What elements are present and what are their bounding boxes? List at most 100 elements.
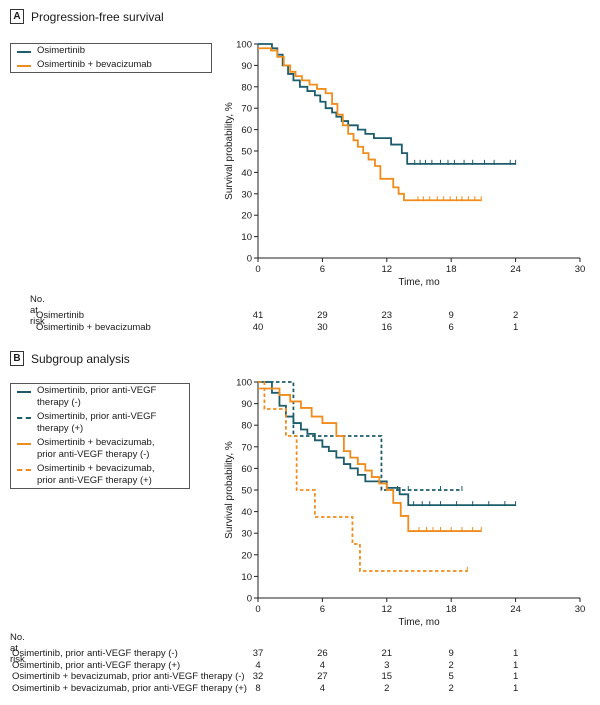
panel-b-y-tick-label: 10 <box>241 572 252 583</box>
risk-row-value: 1 <box>512 682 519 694</box>
risk-row-label: Osimertinib + bevacizumab, prior anti-VE… <box>12 671 245 682</box>
legend-item-osimertinib: Osimertinib <box>11 44 211 58</box>
risk-row-label: Osimertinib <box>36 310 85 321</box>
risk-row-value: 15 <box>381 671 393 682</box>
risk-row-value: 21 <box>381 648 393 659</box>
legend-swatch <box>17 65 31 67</box>
panel-b-y-tick-label: 80 <box>241 421 252 432</box>
panel-b-y-tick-label: 100 <box>236 378 252 389</box>
risk-row-value: 41 <box>252 310 264 321</box>
panel-b-series-1-line <box>258 381 462 491</box>
panel-a-y-tick-label: 100 <box>236 40 252 51</box>
panel-a-letter: A <box>10 9 24 24</box>
risk-row-value: 1 <box>512 659 519 671</box>
legend-swatch <box>17 391 31 393</box>
risk-row-value: 29 <box>317 310 328 321</box>
risk-row-label: Osimertinib, prior anti-VEGF therapy (+) <box>12 659 181 671</box>
panel-a-y-tick-label: 50 <box>241 147 252 158</box>
legend-label: Osimertinib <box>37 45 86 56</box>
panel-a-x-tick-label: 0 <box>255 264 260 275</box>
risk-row-value: 1 <box>512 671 519 682</box>
risk-row-value: 40 <box>252 321 264 333</box>
panel-b-y-tick-label: 0 <box>247 594 252 605</box>
panel-a-y-tick-label: 40 <box>241 168 252 179</box>
legend-label: Osimertinib, prior anti-VEGF therapy (-) <box>37 385 157 408</box>
risk-row-value: 4 <box>255 659 261 671</box>
panel-b-series-2-line <box>258 387 482 532</box>
panel-b-y-tick-label: 90 <box>241 399 252 410</box>
risk-row-value: 1 <box>512 321 519 333</box>
panel-b-title: Subgroup analysis <box>31 351 130 366</box>
legend-item-osi-pos: Osimertinib, prior anti-VEGF therapy (+) <box>11 410 189 436</box>
panel-a-title: Progression-free survival <box>31 9 164 24</box>
risk-row-value: 30 <box>317 321 328 333</box>
panel-a-series-0-line <box>258 43 516 165</box>
legend-label: Osimertinib + bevacizumab <box>37 59 152 70</box>
risk-row-value: 23 <box>381 310 393 321</box>
panel-b-x-tick-label: 30 <box>575 604 586 615</box>
legend-label: Osimertinib + bevacizumab, prior anti-VE… <box>37 463 155 486</box>
panel-a-header: A Progression-free survival <box>10 9 164 24</box>
panel-b-x-tick-label: 0 <box>255 604 260 615</box>
risk-table-title: No. at risk <box>10 632 25 665</box>
panel-a-x-tick-label: 6 <box>320 264 325 275</box>
panel-b-letter: B <box>10 351 24 366</box>
risk-row-value: 6 <box>448 321 454 333</box>
risk-row-value: 2 <box>448 682 454 694</box>
panel-a-y-tick-label: 80 <box>241 82 252 93</box>
legend-swatch <box>17 443 31 445</box>
panel-a-y-tick-label: 10 <box>241 232 252 243</box>
legend-swatch <box>17 51 31 53</box>
risk-row-label: Osimertinib, prior anti-VEGF therapy (-) <box>12 648 178 659</box>
risk-row-value: 2 <box>384 682 390 694</box>
panel-b-y-tick-label: 60 <box>241 464 252 475</box>
risk-row-value: 2 <box>512 310 519 321</box>
risk-row-value: 32 <box>252 671 264 682</box>
panel-a-x-tick-label: 12 <box>382 264 393 275</box>
risk-row-value: 1 <box>512 648 519 659</box>
panel-b-x-axis-label: Time, mo <box>398 617 440 628</box>
risk-row-value: 4 <box>319 682 326 694</box>
panel-b-x-tick-label: 12 <box>382 604 393 615</box>
risk-row-value: 26 <box>317 648 328 659</box>
panel-b-x-tick-label: 6 <box>320 604 325 615</box>
panel-b-y-axis-label: Survival probability, % <box>224 441 235 539</box>
risk-row-value: 4 <box>319 659 326 671</box>
panel-b-y-tick-label: 20 <box>241 550 252 561</box>
risk-row-value: 2 <box>448 659 454 671</box>
risk-row-label: Osimertinib + bevacizumab, prior anti-VE… <box>12 682 247 694</box>
panel-b-y-tick-label: 70 <box>241 442 252 453</box>
panel-a-y-tick-label: 60 <box>241 125 252 136</box>
panel-a-series-1-line <box>258 47 482 202</box>
risk-row-value: 5 <box>448 671 454 682</box>
legend-item-osi-neg: Osimertinib, prior anti-VEGF therapy (-) <box>11 384 189 410</box>
panel-a-x-axis-label: Time, mo <box>398 277 440 288</box>
risk-row-value: 27 <box>317 671 328 682</box>
panel-a-y-tick-label: 0 <box>247 254 252 265</box>
panel-a-x-tick-label: 24 <box>510 264 521 275</box>
panel-b-series-0-line <box>258 381 516 507</box>
legend-label: Osimertinib, prior anti-VEGF therapy (+) <box>37 411 157 434</box>
panel-b-y-tick-label: 30 <box>241 529 252 540</box>
legend-item-combo-pos: Osimertinib + bevacizumab, prior anti-VE… <box>11 462 189 488</box>
risk-row-value: 9 <box>448 310 454 321</box>
panel-a-y-tick-label: 30 <box>241 189 252 200</box>
risk-row-value: 16 <box>381 321 393 333</box>
panel-a-x-tick-label: 30 <box>575 264 586 275</box>
panel-a-x-tick-label: 18 <box>446 264 457 275</box>
panel-b-x-tick-label: 18 <box>446 604 457 615</box>
legend-item-osimertinib-bevacizumab: Osimertinib + bevacizumab <box>11 58 211 72</box>
risk-table-title: No. at risk <box>30 294 45 327</box>
panel-b-y-tick-label: 40 <box>241 507 252 518</box>
legend-swatch <box>17 469 31 471</box>
panel-b-header: B Subgroup analysis <box>10 351 130 366</box>
legend-item-combo-neg: Osimertinib + bevacizumab, prior anti-VE… <box>11 436 189 462</box>
panel-a-legend: Osimertinib Osimertinib + bevacizumab <box>10 43 212 73</box>
panel-a-y-axis-label: Survival probability, % <box>224 102 235 200</box>
panel-b-y-tick-label: 50 <box>241 486 252 497</box>
panel-b-legend: Osimertinib, prior anti-VEGF therapy (-)… <box>10 383 190 489</box>
legend-label: Osimertinib + bevacizumab, prior anti-VE… <box>37 437 155 460</box>
risk-row-value: 8 <box>255 682 261 694</box>
panel-a-y-tick-label: 90 <box>241 61 252 72</box>
